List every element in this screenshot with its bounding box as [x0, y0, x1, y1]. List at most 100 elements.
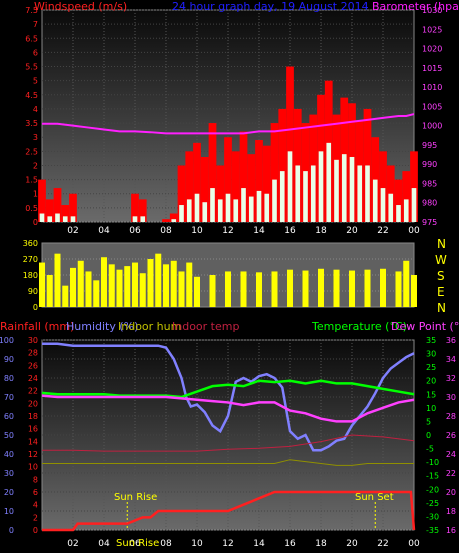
windspeed-tick-label: 7 [33, 20, 38, 29]
wind-average-bar [179, 205, 184, 222]
windspeed-tick-label: 0.5 [25, 204, 38, 213]
wind-gust-bar [200, 156, 209, 222]
direction-bar [240, 271, 247, 307]
direction-bar [349, 270, 355, 307]
indoor_humidity-line [42, 459, 414, 466]
direction-tick-label: 360 [23, 239, 38, 248]
direction-tick-label: 90 [28, 287, 38, 296]
direction-tick-label: 180 [23, 271, 38, 280]
windspeed-tick-label: 2.5 [25, 147, 38, 156]
indoor-temp-tick-label: 20 [446, 488, 456, 497]
compass-label-w: W [435, 253, 447, 267]
direction-bar [54, 253, 61, 307]
wind-average-bar [194, 193, 200, 222]
humidity-tick-label: 40 [4, 450, 14, 459]
chart-title: 24 hour graph day, 19 August 2014 [172, 0, 369, 13]
windspeed-tick-label: 1 [33, 190, 38, 199]
direction-bar [46, 275, 53, 307]
wind-gust-bar [185, 151, 194, 222]
rainfall-tick-label: 20 [28, 399, 38, 408]
temperature-tick-label: 20 [426, 377, 436, 386]
wind-average-bar [279, 171, 285, 222]
wind-gust-bar [262, 145, 271, 222]
wind-gust-bar [394, 179, 403, 222]
direction-bar [132, 262, 138, 307]
wind-average-bar [349, 156, 355, 222]
temperature-tick-label: -10 [426, 458, 439, 467]
indoor-temp-tick-label: 32 [446, 374, 456, 383]
rainfall-tick-label: 4 [33, 501, 38, 510]
direction-bar [225, 271, 231, 307]
barometer-tick-label: 1015 [422, 64, 442, 73]
barometer-tick-label: 1010 [422, 83, 442, 92]
windspeed-tick-label: 6.5 [25, 34, 38, 43]
wind-average-bar [39, 213, 45, 222]
wind-gust-bar [255, 140, 263, 222]
wind-gust-bar [193, 142, 201, 222]
rainfall-tick-label: 2 [33, 513, 38, 522]
humidity-axis-label: Humidity (%) [66, 320, 138, 333]
temperature-tick-label: 35 [426, 336, 436, 345]
barometer-line [42, 113, 415, 135]
wind-average-bar [411, 188, 417, 222]
direction-bar [271, 271, 278, 307]
windspeed-axis-label: Windspeed (m/s) [34, 0, 127, 13]
windspeed-tick-label: 7.5 [25, 6, 38, 15]
wind-x-tick-label: 16 [284, 226, 296, 236]
direction-bar [85, 271, 92, 307]
wind-average-bar [241, 188, 246, 222]
wind-average-bar [256, 190, 262, 222]
rainfall-tick-label: 12 [28, 450, 38, 459]
wind-gust-bar [270, 123, 279, 222]
wind-gust-bar [45, 199, 54, 222]
wind-gust-bar [224, 137, 232, 222]
wind-average-bar [210, 188, 215, 222]
wind-gust-bar [410, 151, 418, 222]
temp-x-tick-label: 20 [346, 539, 358, 549]
temp-x-tick-label: 22 [377, 539, 388, 549]
sun-rise-label: Sun Rise [114, 492, 157, 503]
barometer-tick-label: 1005 [422, 102, 442, 111]
direction-bar [77, 260, 84, 307]
indoor-temp-tick-label: 34 [446, 355, 456, 364]
wind-x-tick-label: 14 [253, 226, 265, 236]
wind-average-bar [357, 165, 363, 222]
barometer-tick-label: 1030 [422, 6, 442, 15]
humidity-tick-label: 90 [4, 355, 14, 364]
wind-average-bar [403, 199, 409, 222]
humidity-tick-label: 0 [9, 526, 14, 535]
dew_point-line [41, 394, 415, 423]
barometer-tick-label: 1025 [422, 25, 442, 34]
indoor_temp-line [42, 434, 415, 452]
wind-x-tick-label: 20 [346, 226, 358, 236]
indoor-temp-tick-label: 26 [446, 431, 456, 440]
wind-average-bar [248, 196, 254, 222]
sun-rise-label-axis: Sun Rise [116, 538, 159, 549]
indoor-humidity-label: Indoor hum [118, 320, 181, 333]
direction-bar [395, 271, 402, 307]
wind-gust-bar [208, 123, 217, 222]
wind-average-bar [47, 216, 53, 222]
indoor-temp-tick-label: 18 [446, 507, 456, 516]
temperature-axis-label: Temperature (°C) [311, 320, 407, 333]
indoor-temp-tick-label: 36 [446, 336, 456, 345]
wind-gust-bar [162, 219, 170, 222]
sun-set-label: Sun Set [355, 492, 394, 503]
temp-x-tick-label: 04 [98, 539, 110, 549]
temperature-tick-label: -25 [426, 499, 439, 508]
wind-gust-bar [278, 108, 287, 222]
wind-x-tick-label: 22 [377, 226, 388, 236]
compass-label-n-top: N [437, 237, 446, 251]
rainfall-axis-label: Rainfall (mm) [0, 320, 74, 333]
direction-bar [178, 271, 185, 307]
direction-bar [403, 260, 410, 307]
temp-x-tick-label: 10 [191, 539, 203, 549]
wind-x-tick-label: 10 [191, 226, 203, 236]
temperature-tick-label: -30 [426, 512, 439, 521]
temp-x-tick-label: 02 [67, 539, 78, 549]
wind-average-bar [186, 199, 192, 222]
wind-gust-bar [402, 171, 411, 222]
humidity-tick-label: 10 [4, 507, 14, 516]
humidity-tick-label: 60 [4, 412, 14, 421]
indoor-temp-tick-label: 30 [446, 393, 456, 402]
